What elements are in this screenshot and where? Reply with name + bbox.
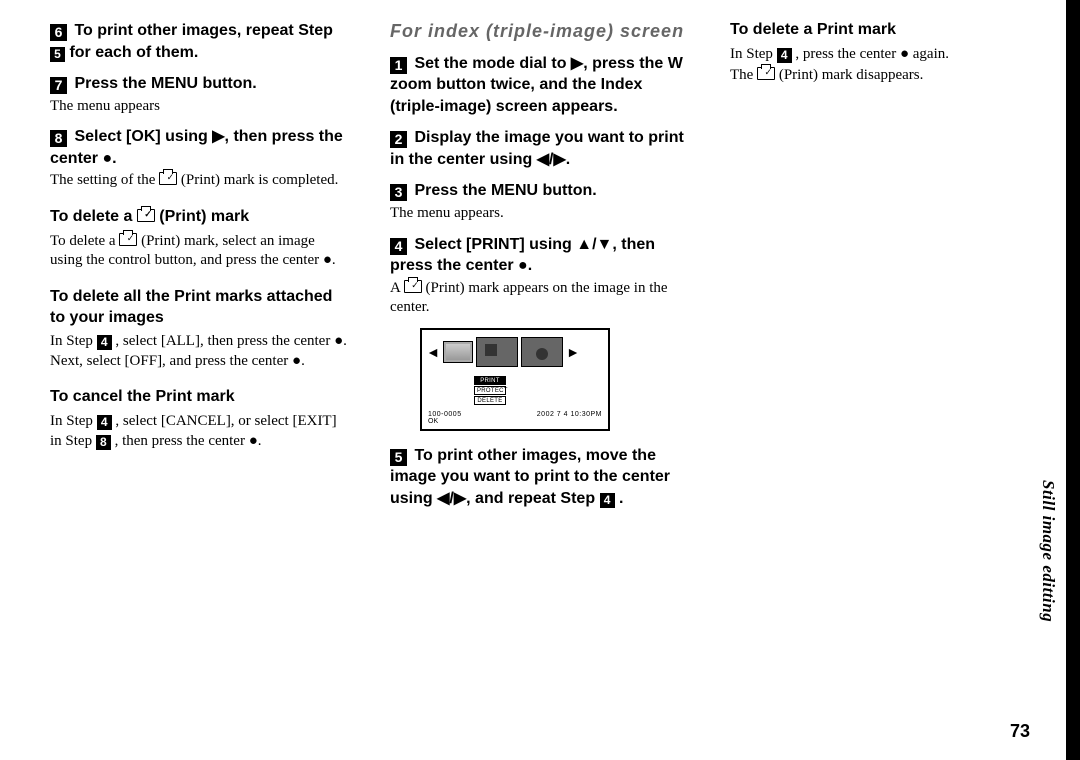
c2-step2-num: 2 <box>390 131 407 148</box>
thumbnail-center <box>476 337 518 367</box>
thumbnail-1 <box>443 341 473 363</box>
side-black-bar <box>1066 0 1080 760</box>
page-columns: 6 To print other images, repeat Step 5 f… <box>50 20 1030 700</box>
step7-text: Press the MENU button. <box>74 75 256 92</box>
step6-text-b: for each of them. <box>65 44 198 61</box>
c2-step3-body: The menu appears. <box>390 204 690 224</box>
screen-file-num: 100-0005 <box>428 411 462 418</box>
column-1: 6 To print other images, repeat Step 5 f… <box>50 20 350 700</box>
heading-delete-mark: To delete a (Print) mark <box>50 207 350 228</box>
c2-step2-text: Display the image you want to print in t… <box>390 129 684 168</box>
c2-step1: 1 Set the mode dial to ▶, press the W zo… <box>390 53 690 118</box>
right-arrow-icon: ► <box>566 341 580 363</box>
c2-step5-num: 5 <box>390 449 407 466</box>
step-num-6: 6 <box>50 24 67 41</box>
step-num-7: 7 <box>50 77 67 94</box>
print-icon <box>119 233 137 246</box>
c2-step2: 2 Display the image you want to print in… <box>390 127 690 170</box>
thumbnail-3 <box>521 337 563 367</box>
p-cancel: In Step 4 , select [CANCEL], or select [… <box>50 412 350 451</box>
c2-step5-text-a: To print other images, move the image yo… <box>390 447 670 507</box>
c3-step4: 4 <box>777 48 792 63</box>
menu-print: PRINT <box>474 376 506 385</box>
c2-step5-text-b: . <box>615 490 624 507</box>
c2-step4-text: Select [PRINT] using ▲/▼, then press the… <box>390 236 655 275</box>
c2-step3-num: 3 <box>390 184 407 201</box>
c2-step4-body: A (Print) mark appears on the image in t… <box>390 279 690 318</box>
p3c: , then press the center ●. <box>111 433 262 449</box>
c3-p1: In Step 4 , press the center ● again. <box>730 45 1030 65</box>
c2-step4-num: 4 <box>390 238 407 255</box>
print-icon <box>159 172 177 185</box>
p3-step8: 8 <box>96 435 111 450</box>
step-num-8: 8 <box>50 130 67 147</box>
p-delete-all: In Step 4 , select [ALL], then press the… <box>50 332 350 371</box>
step-7: 7 Press the MENU button. The menu appear… <box>50 73 350 116</box>
menu-protect: PROTECT <box>474 386 506 395</box>
step7-body: The menu appears <box>50 97 350 117</box>
p3a: In Step <box>50 413 97 429</box>
side-tab-label: Still image editting <box>1038 480 1058 622</box>
c3-p1a: In Step <box>730 46 777 62</box>
column-2: For index (triple-image) screen 1 Set th… <box>390 20 690 700</box>
heading-index-screen: For index (triple-image) screen <box>390 20 690 43</box>
step-6: 6 To print other images, repeat Step 5 f… <box>50 20 350 63</box>
print-icon <box>757 67 775 80</box>
column-3: To delete a Print mark In Step 4 , press… <box>730 20 1030 700</box>
screen-ok: OK <box>426 418 604 425</box>
c2-step1-text: Set the mode dial to ▶, press the W zoom… <box>390 55 683 115</box>
heading-delete-all: To delete all the Print marks attached t… <box>50 287 350 329</box>
c2-step1-num: 1 <box>390 57 407 74</box>
p2a: In Step <box>50 333 97 349</box>
menu-delete: DELETE <box>474 396 506 405</box>
p-delete-mark: To delete a (Print) mark, select an imag… <box>50 232 350 271</box>
heading-col3: To delete a Print mark <box>730 20 1030 41</box>
c3-p1b: , press the center ● again. <box>792 46 949 62</box>
lcd-screen-illustration: ◄ ► PRINT PROTECT DELETE 100-0005 2002 7… <box>420 328 610 431</box>
step8-text: Select [OK] using ▶, then press the cent… <box>50 128 343 167</box>
c2-step4: 4 Select [PRINT] using ▲/▼, then press t… <box>390 234 690 318</box>
c2-step5-inline4: 4 <box>600 493 615 508</box>
left-arrow-icon: ◄ <box>426 341 440 363</box>
c2-step5: 5 To print other images, move the image … <box>390 445 690 510</box>
step8-body: The setting of the (Print) mark is compl… <box>50 171 350 191</box>
c2-step3: 3 Press the MENU button. The menu appear… <box>390 180 690 223</box>
step-8: 8 Select [OK] using ▶, then press the ce… <box>50 126 350 191</box>
inline-step-5: 5 <box>50 47 65 62</box>
c3-p2: The (Print) mark disappears. <box>730 66 1030 86</box>
p2-step4: 4 <box>97 335 112 350</box>
heading-cancel: To cancel the Print mark <box>50 387 350 408</box>
c2-step3-text: Press the MENU button. <box>414 182 596 199</box>
print-icon <box>137 209 155 222</box>
print-icon <box>404 280 422 293</box>
step6-text-a: To print other images, repeat Step <box>74 22 332 39</box>
screen-date: 2002 7 4 10:30PM <box>537 411 602 418</box>
p3-step4: 4 <box>97 415 112 430</box>
page-number: 73 <box>1010 721 1030 742</box>
